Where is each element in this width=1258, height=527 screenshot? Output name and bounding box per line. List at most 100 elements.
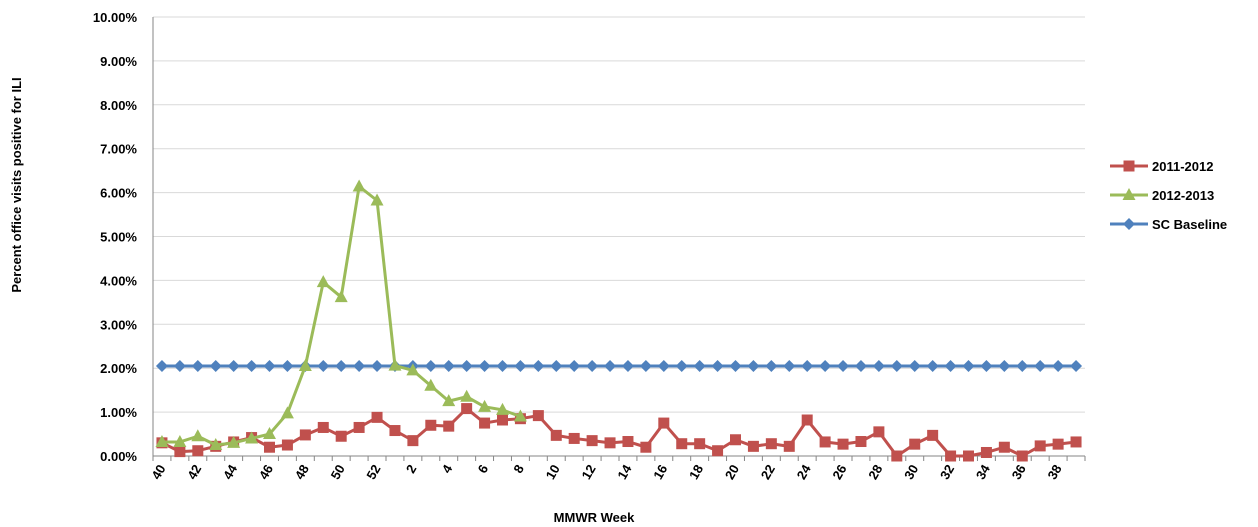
y-tick-label: 4.00% [100, 273, 137, 288]
data-point [173, 360, 186, 373]
y-tick-label: 0.00% [100, 449, 137, 464]
data-point [890, 360, 903, 373]
data-point [192, 445, 204, 457]
data-point [694, 438, 706, 450]
y-axis-ticks: 0.00% 1.00% 2.00% 3.00% 4.00% 5.00% 6.00% 7.00%… [93, 10, 138, 464]
data-point [442, 360, 455, 373]
data-point [173, 434, 187, 447]
series-2012-2013 [155, 179, 527, 451]
legend-marker [1123, 218, 1135, 230]
data-point [407, 435, 419, 447]
data-point [478, 399, 492, 412]
data-point [497, 414, 508, 426]
x-tick-label: 50 [328, 462, 348, 482]
data-point [281, 360, 294, 373]
data-point [729, 360, 742, 373]
y-tick-label: 10.00% [93, 10, 138, 25]
data-point [801, 414, 813, 426]
series-line [161, 407, 1077, 458]
data-point [1016, 450, 1028, 462]
data-point [908, 360, 921, 373]
data-point [675, 360, 688, 373]
data-point [621, 360, 634, 373]
data-point [1070, 436, 1082, 448]
data-point [280, 406, 294, 419]
data-point [926, 360, 939, 373]
legend-label: 2012-2013 [1152, 188, 1214, 203]
legend-item: SC Baseline [1110, 217, 1227, 232]
data-point [872, 360, 885, 373]
data-point [819, 360, 832, 373]
data-point [389, 425, 401, 437]
data-point [604, 360, 617, 373]
data-point [640, 441, 652, 453]
data-point [963, 450, 974, 462]
x-tick-label: 6 [475, 462, 492, 476]
y-tick-label: 1.00% [100, 405, 137, 420]
data-point [353, 360, 366, 373]
data-point [1016, 360, 1029, 373]
x-tick-label: 52 [363, 462, 383, 482]
data-point [1034, 360, 1047, 373]
data-point [550, 360, 563, 373]
y-tick-label: 7.00% [100, 142, 137, 157]
data-point [334, 290, 348, 303]
data-point [155, 360, 168, 373]
data-point [945, 450, 957, 462]
data-point [406, 363, 420, 376]
data-point [245, 360, 258, 373]
data-point [854, 360, 867, 373]
data-point [174, 446, 186, 458]
data-point [443, 420, 455, 432]
x-tick-label: 14 [614, 461, 635, 482]
data-point [298, 359, 312, 372]
data-point [532, 360, 545, 373]
data-point [191, 429, 205, 442]
data-point [712, 445, 724, 457]
data-point [316, 275, 330, 288]
data-point [424, 378, 438, 391]
data-point [281, 439, 293, 451]
data-point [747, 440, 759, 452]
data-point [263, 360, 276, 373]
data-point [299, 429, 311, 441]
x-tick-label: 42 [184, 462, 204, 482]
data-point [1070, 360, 1083, 373]
data-point [765, 438, 777, 450]
data-point [693, 360, 706, 373]
legend-item: 2011-2012 [1110, 159, 1213, 174]
data-point [388, 358, 402, 371]
data-point [496, 402, 509, 415]
data-point [550, 429, 562, 441]
data-point [1052, 360, 1065, 373]
data-point [335, 430, 347, 442]
x-tick-label: 24 [794, 461, 815, 482]
data-point [568, 360, 581, 373]
data-point [155, 434, 169, 447]
data-point [873, 426, 885, 438]
x-tick-label: 26 [829, 462, 849, 482]
data-point [604, 437, 616, 449]
legend-marker [1123, 160, 1135, 172]
y-tick-label: 6.00% [100, 186, 137, 201]
data-point [371, 411, 383, 423]
data-point [837, 438, 849, 450]
legend-label: 2011-2012 [1152, 159, 1213, 174]
data-point [765, 360, 778, 373]
data-point [855, 436, 867, 448]
data-point [478, 360, 491, 373]
data-point [209, 360, 222, 373]
x-tick-label: 2 [403, 462, 420, 476]
x-tick-label: 12 [578, 462, 598, 482]
data-point [944, 360, 957, 373]
data-point [496, 360, 509, 373]
y-tick-label: 5.00% [100, 230, 137, 245]
data-point [370, 193, 384, 206]
data-point [513, 409, 527, 422]
data-point [317, 360, 330, 373]
data-point [227, 360, 240, 373]
series-layer [155, 179, 1083, 462]
data-point [425, 419, 437, 431]
data-point [209, 438, 223, 451]
series-sc-baseline [155, 360, 1083, 373]
